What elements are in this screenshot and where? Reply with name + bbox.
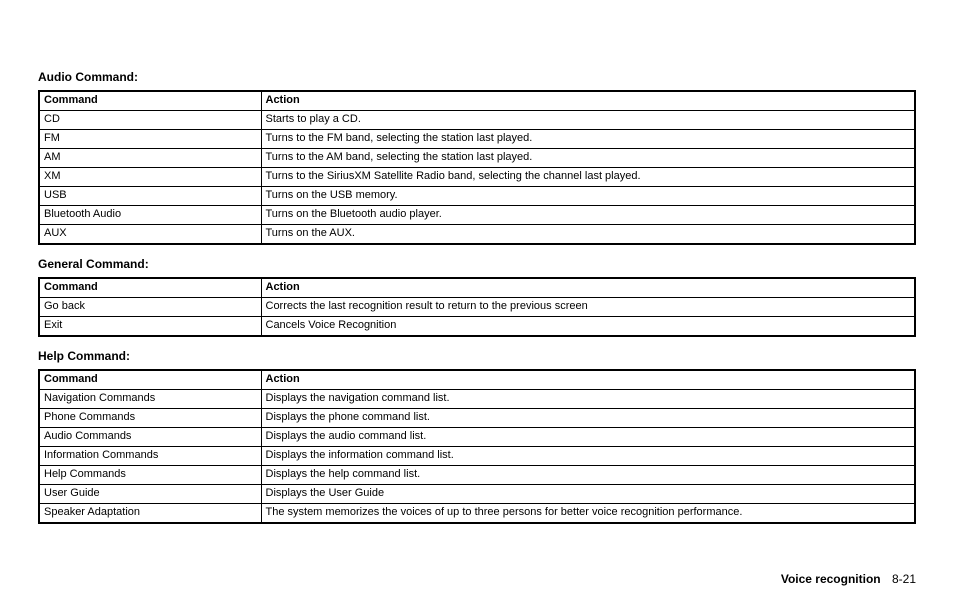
cell-action: The system memorizes the voices of up to… bbox=[261, 504, 915, 524]
col-action: Action bbox=[261, 91, 915, 111]
col-command: Command bbox=[39, 370, 261, 390]
table-row: Information CommandsDisplays the informa… bbox=[39, 447, 915, 466]
cell-action: Starts to play a CD. bbox=[261, 111, 915, 130]
general-command-table: Command Action Go backCorrects the last … bbox=[38, 277, 916, 337]
cell-action: Cancels Voice Recognition bbox=[261, 317, 915, 337]
table-row: XMTurns to the SiriusXM Satellite Radio … bbox=[39, 168, 915, 187]
cell-command: Information Commands bbox=[39, 447, 261, 466]
cell-action: Displays the navigation command list. bbox=[261, 390, 915, 409]
audio-command-table: Command Action CDStarts to play a CD. FM… bbox=[38, 90, 916, 245]
cell-command: USB bbox=[39, 187, 261, 206]
cell-command: AUX bbox=[39, 225, 261, 245]
page-footer: Voice recognition 8-21 bbox=[781, 572, 916, 586]
cell-command: CD bbox=[39, 111, 261, 130]
cell-command: Speaker Adaptation bbox=[39, 504, 261, 524]
help-command-table: Command Action Navigation CommandsDispla… bbox=[38, 369, 916, 524]
footer-page-number: 8-21 bbox=[892, 572, 916, 586]
cell-command: Go back bbox=[39, 298, 261, 317]
table-header-row: Command Action bbox=[39, 278, 915, 298]
cell-command: User Guide bbox=[39, 485, 261, 504]
cell-action: Displays the phone command list. bbox=[261, 409, 915, 428]
table-row: Help CommandsDisplays the help command l… bbox=[39, 466, 915, 485]
table-row: CDStarts to play a CD. bbox=[39, 111, 915, 130]
cell-command: Audio Commands bbox=[39, 428, 261, 447]
cell-action: Turns on the USB memory. bbox=[261, 187, 915, 206]
cell-action: Displays the audio command list. bbox=[261, 428, 915, 447]
table-row: Go backCorrects the last recognition res… bbox=[39, 298, 915, 317]
cell-action: Turns on the AUX. bbox=[261, 225, 915, 245]
cell-command: Phone Commands bbox=[39, 409, 261, 428]
cell-action: Displays the information command list. bbox=[261, 447, 915, 466]
cell-command: Bluetooth Audio bbox=[39, 206, 261, 225]
table-row: Speaker AdaptationThe system memorizes t… bbox=[39, 504, 915, 524]
col-action: Action bbox=[261, 278, 915, 298]
cell-command: FM bbox=[39, 130, 261, 149]
table-row: Navigation CommandsDisplays the navigati… bbox=[39, 390, 915, 409]
table-row: Audio CommandsDisplays the audio command… bbox=[39, 428, 915, 447]
cell-action: Turns to the SiriusXM Satellite Radio ba… bbox=[261, 168, 915, 187]
table-row: FMTurns to the FM band, selecting the st… bbox=[39, 130, 915, 149]
table-row: AUXTurns on the AUX. bbox=[39, 225, 915, 245]
section-title-help: Help Command: bbox=[38, 349, 916, 363]
cell-action: Turns to the FM band, selecting the stat… bbox=[261, 130, 915, 149]
footer-section-label: Voice recognition bbox=[781, 572, 881, 586]
cell-command: XM bbox=[39, 168, 261, 187]
cell-action: Turns to the AM band, selecting the stat… bbox=[261, 149, 915, 168]
table-header-row: Command Action bbox=[39, 91, 915, 111]
col-command: Command bbox=[39, 278, 261, 298]
table-row: ExitCancels Voice Recognition bbox=[39, 317, 915, 337]
table-row: Phone CommandsDisplays the phone command… bbox=[39, 409, 915, 428]
col-command: Command bbox=[39, 91, 261, 111]
cell-action: Displays the help command list. bbox=[261, 466, 915, 485]
cell-action: Corrects the last recognition result to … bbox=[261, 298, 915, 317]
cell-command: Navigation Commands bbox=[39, 390, 261, 409]
table-header-row: Command Action bbox=[39, 370, 915, 390]
table-row: User GuideDisplays the User Guide bbox=[39, 485, 915, 504]
table-row: AMTurns to the AM band, selecting the st… bbox=[39, 149, 915, 168]
manual-page: Audio Command: Command Action CDStarts t… bbox=[0, 0, 954, 608]
table-row: USBTurns on the USB memory. bbox=[39, 187, 915, 206]
cell-action: Turns on the Bluetooth audio player. bbox=[261, 206, 915, 225]
cell-command: Exit bbox=[39, 317, 261, 337]
table-row: Bluetooth AudioTurns on the Bluetooth au… bbox=[39, 206, 915, 225]
section-title-audio: Audio Command: bbox=[38, 70, 916, 84]
cell-command: Help Commands bbox=[39, 466, 261, 485]
cell-command: AM bbox=[39, 149, 261, 168]
col-action: Action bbox=[261, 370, 915, 390]
cell-action: Displays the User Guide bbox=[261, 485, 915, 504]
section-title-general: General Command: bbox=[38, 257, 916, 271]
